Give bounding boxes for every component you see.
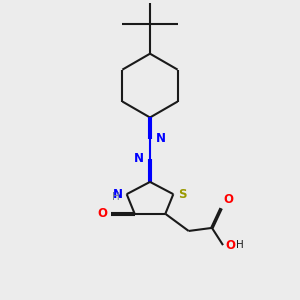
Text: O: O bbox=[224, 193, 234, 206]
Text: N: N bbox=[134, 152, 144, 165]
Text: O: O bbox=[98, 207, 108, 220]
Text: N: N bbox=[156, 133, 166, 146]
Text: H: H bbox=[236, 240, 244, 250]
Text: H: H bbox=[112, 192, 119, 202]
Text: S: S bbox=[178, 188, 187, 201]
Text: N: N bbox=[113, 188, 123, 201]
Text: O: O bbox=[226, 238, 236, 252]
